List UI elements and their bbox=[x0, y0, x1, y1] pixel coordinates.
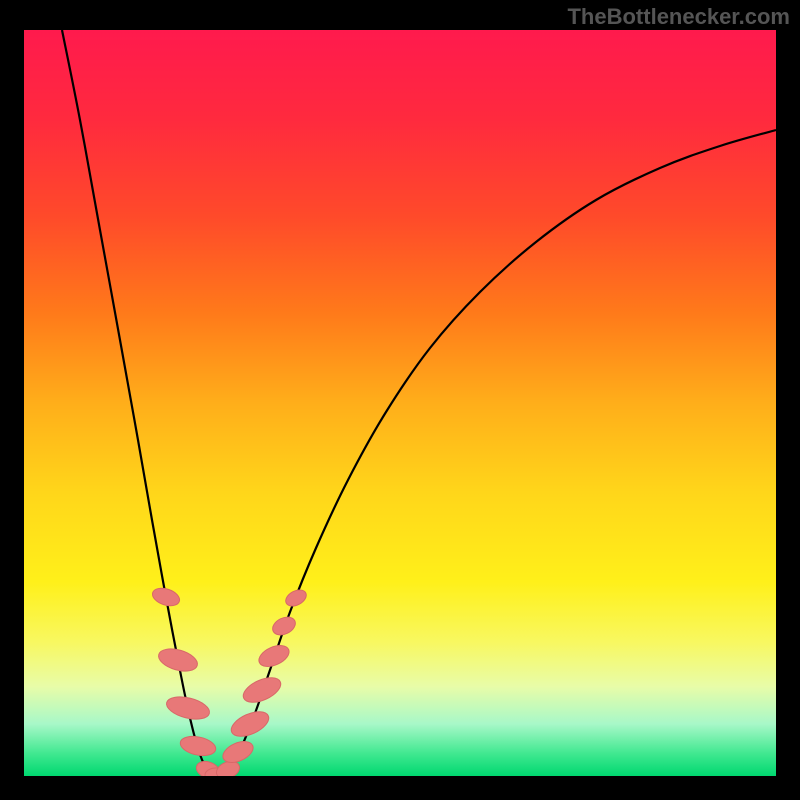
chart-container: TheBottlenecker.com bbox=[0, 0, 800, 800]
watermark-text: TheBottlenecker.com bbox=[567, 4, 790, 30]
bottleneck-chart-svg bbox=[0, 0, 800, 800]
chart-background bbox=[24, 30, 776, 776]
